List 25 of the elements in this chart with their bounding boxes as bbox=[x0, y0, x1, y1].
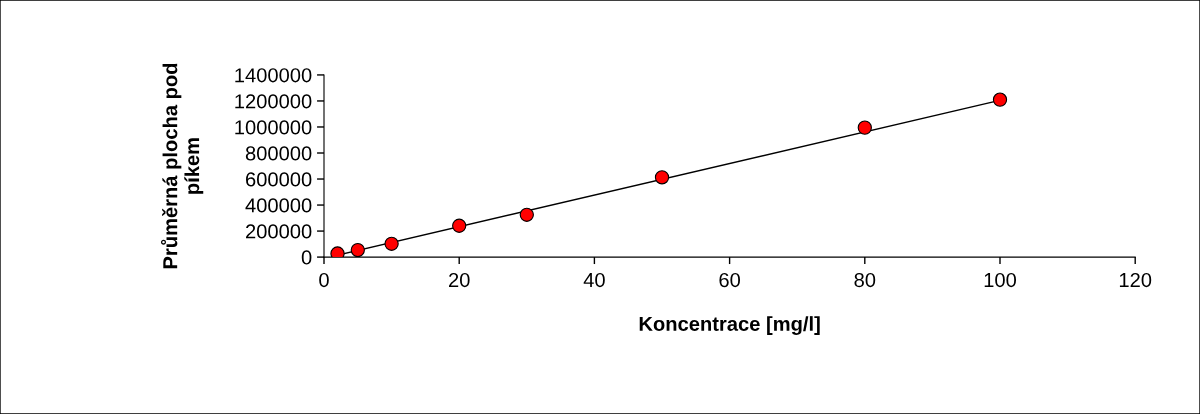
y-tick-label: 200000 bbox=[246, 224, 312, 239]
y-tick-label: 800000 bbox=[245, 146, 312, 161]
y-tick-label: 0 bbox=[301, 250, 312, 265]
x-tick-label: 40 bbox=[583, 272, 605, 288]
x-tick-label: 120 bbox=[1119, 272, 1152, 288]
point bbox=[350, 242, 365, 258]
y-axis-title: Průměrná plocha pod píkem bbox=[160, 63, 204, 269]
x-tick-label: 80 bbox=[854, 272, 876, 288]
y-tick-label: 1200000 bbox=[235, 94, 312, 109]
x-tick-label: 60 bbox=[719, 272, 741, 288]
point bbox=[519, 207, 534, 222]
x-tick-label: 100 bbox=[984, 272, 1017, 288]
point bbox=[857, 120, 872, 135]
point bbox=[384, 236, 399, 251]
x-axis-title: Koncentrace [mg/l] bbox=[639, 316, 820, 336]
y-tick-label: 400000 bbox=[245, 198, 312, 213]
point bbox=[330, 246, 345, 258]
point bbox=[992, 92, 1008, 107]
y-tick-label: 1000000 bbox=[235, 120, 312, 135]
y-tick-label: 600000 bbox=[246, 172, 312, 187]
y-tick-label: 1400000 bbox=[235, 68, 312, 83]
point bbox=[654, 170, 670, 185]
x-tick-label: 0 bbox=[319, 272, 329, 288]
x-tick-label: 20 bbox=[449, 272, 470, 288]
point bbox=[452, 218, 467, 233]
